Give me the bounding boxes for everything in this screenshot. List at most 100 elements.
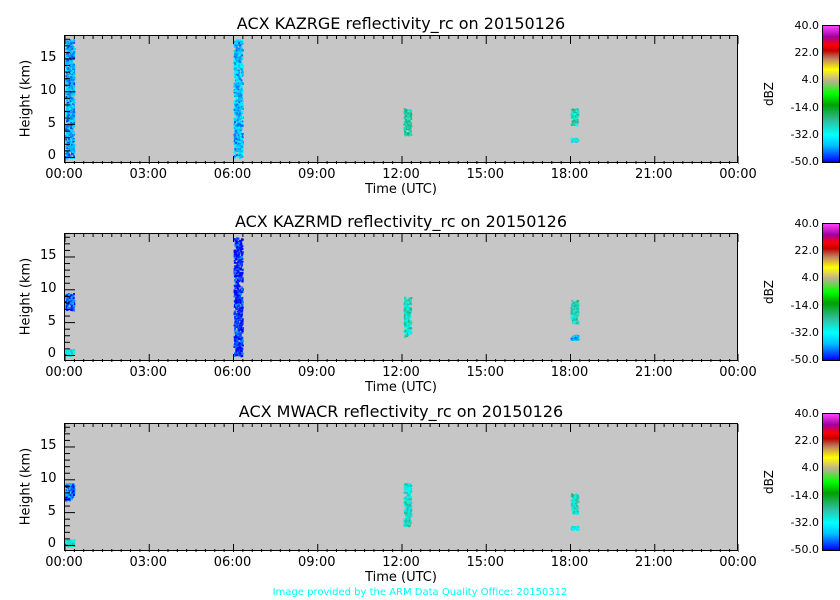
echo-pixel <box>235 334 238 337</box>
echo-pixel <box>407 484 410 487</box>
echo-pixel <box>408 499 411 502</box>
echo-pixel <box>239 242 242 245</box>
echo-pixel <box>72 351 75 354</box>
echo-pixel <box>410 122 413 125</box>
echo-pixel <box>234 130 237 133</box>
echo-pixel <box>237 82 240 85</box>
echo-pixel <box>72 101 75 104</box>
echo-pixel <box>65 48 68 51</box>
echo-pixel <box>72 120 75 123</box>
echo-pixel <box>236 245 239 248</box>
echo-pixel <box>240 286 243 289</box>
echo-pixel <box>235 68 238 71</box>
echo-pixel <box>68 483 71 486</box>
echo-pixel <box>573 321 576 324</box>
echo-pixel <box>72 108 75 111</box>
echo-pixel <box>573 302 576 305</box>
echo-pixel <box>236 351 239 354</box>
echo-pixel <box>66 298 69 301</box>
echo-pixel <box>239 276 242 279</box>
echo-pixel <box>239 278 242 281</box>
echo-pixel <box>73 117 76 120</box>
echo-pixel <box>241 344 244 347</box>
colorbar-tick: -50.0 <box>790 155 819 168</box>
echo-pixel <box>70 139 73 142</box>
echo-pixel <box>240 94 243 97</box>
echo-pixel <box>238 117 241 120</box>
x-tick-label: 03:00 <box>129 365 167 380</box>
echo-pixel <box>406 324 409 327</box>
echo-pixel <box>65 146 68 149</box>
echo-pixel <box>241 280 244 283</box>
echo-pixel <box>68 499 71 502</box>
echo-pixel <box>237 252 240 255</box>
echo-pixel <box>238 263 241 266</box>
echo-pixel <box>70 112 73 115</box>
echo-pixel <box>71 485 74 488</box>
echo-pixel <box>65 78 68 81</box>
echo-pixel <box>407 302 410 305</box>
echo-pixel <box>66 490 69 493</box>
echo-pixel <box>65 83 68 86</box>
echo-pixel <box>404 323 407 326</box>
echo-pixel <box>66 119 69 122</box>
echo-pixel <box>570 304 573 307</box>
echo-pixel <box>236 107 239 110</box>
echo-pixel <box>404 326 407 329</box>
echo-pixel <box>72 68 75 71</box>
echo-pixel <box>65 499 68 502</box>
echo-pixel <box>575 509 578 512</box>
echo-pixel <box>404 124 407 127</box>
echo-pixel <box>70 71 73 74</box>
echo-pixel <box>405 116 408 119</box>
echo-pixel <box>239 44 242 47</box>
echo-pixel <box>69 157 72 160</box>
echo-pixel <box>71 493 74 496</box>
echo-pixel <box>237 317 240 320</box>
echo-pixel <box>237 156 240 159</box>
echo-pixel <box>66 141 69 144</box>
echo-pixel <box>241 108 244 111</box>
echo-pixel <box>71 55 74 58</box>
echo-pixel <box>73 120 76 123</box>
echo-pixel <box>66 296 69 299</box>
echo-pixel <box>410 509 413 512</box>
echo-pixel <box>65 296 68 299</box>
echo-pixel <box>404 485 407 488</box>
echo-pixel <box>575 322 578 325</box>
echo-pixel <box>70 132 73 135</box>
echo-pixel <box>239 340 242 343</box>
echo-pixel <box>240 82 243 85</box>
echo-pixel <box>236 312 239 315</box>
echo-pixel <box>70 293 73 296</box>
echo-pixel <box>575 111 578 114</box>
echo-pixel <box>71 492 74 495</box>
echo-pixel <box>408 510 411 513</box>
echo-pixel <box>233 122 236 125</box>
echo-pixel <box>571 501 574 504</box>
echo-pixel <box>573 501 576 504</box>
echo-pixel <box>71 92 74 95</box>
echo-pixel <box>240 239 243 242</box>
echo-pixel <box>574 121 577 124</box>
echo-pixel <box>233 136 236 139</box>
echo-pixel <box>236 274 239 277</box>
x-tick-label: 00:00 <box>45 555 83 570</box>
echo-pixel <box>233 311 236 314</box>
echo-pixel <box>233 259 236 262</box>
echo-pixel <box>407 524 410 527</box>
echo-pixel <box>72 39 75 42</box>
echo-pixel <box>237 327 240 330</box>
echo-pixel <box>241 320 244 323</box>
echo-pixel <box>233 100 236 103</box>
echo-pixel <box>236 77 239 80</box>
echo-pixel <box>407 319 410 322</box>
echo-pixel <box>575 492 578 495</box>
echo-pixel <box>234 89 237 92</box>
echo-pixel <box>69 146 72 149</box>
echo-pixel <box>575 119 578 122</box>
echo-pixel <box>238 92 241 95</box>
echo-pixel <box>241 150 244 153</box>
echo-pixel <box>409 299 412 302</box>
echo-pixel <box>70 149 73 152</box>
